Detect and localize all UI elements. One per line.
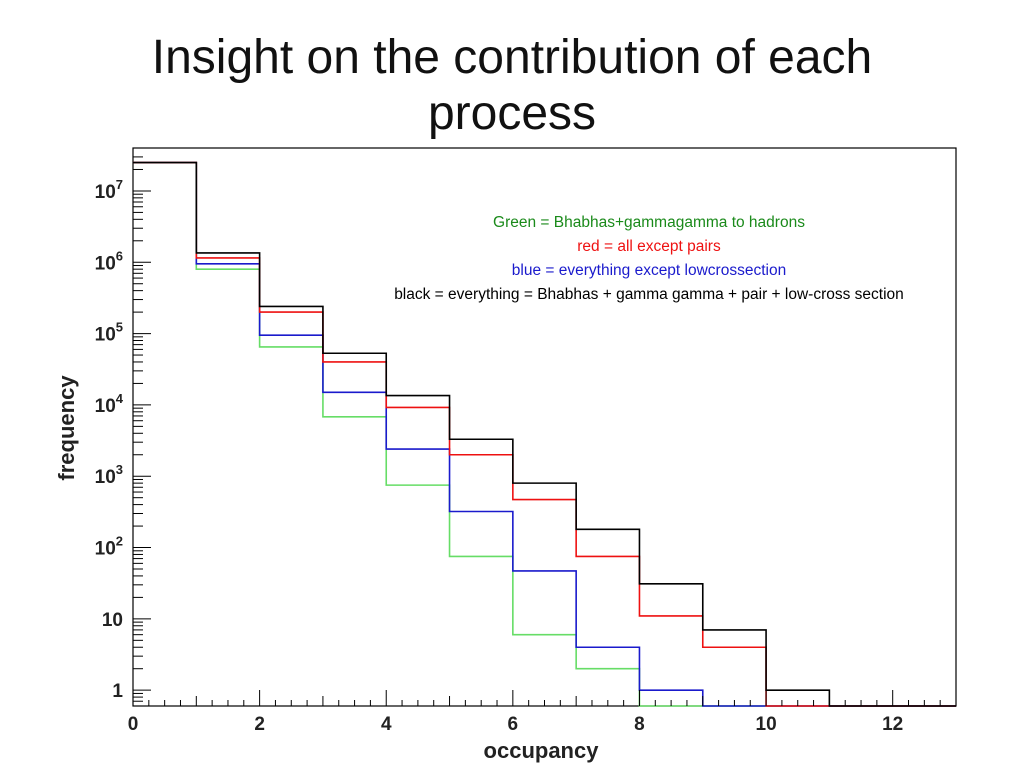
x-tick-label: 8 xyxy=(634,714,645,735)
axis-group: 0 2 4 6 8 10 12 occupancy 1 10 102 103 104 105 106 107 f… xyxy=(54,147,957,763)
y-tick-label: 10 xyxy=(102,610,123,631)
slide-title-line-1: Insight on the contribution of each xyxy=(151,31,873,84)
legend-line-1: red = all except pairs xyxy=(577,238,721,255)
slide-title-line-2: process xyxy=(427,87,597,140)
y-tick-label: 106 xyxy=(95,248,123,274)
legend-line-2: blue = everything except lowcrossection xyxy=(512,262,786,279)
x-tick-label: 12 xyxy=(882,714,903,735)
y-tick-label: 107 xyxy=(95,177,123,203)
slide-title: Insight on the contribution of each proc… xyxy=(0,30,1024,142)
legend-line-0: Green = Bhabhas+gammagamma to hadrons xyxy=(493,214,805,231)
y-tick-label: 105 xyxy=(95,320,123,346)
y-axis-label: frequency xyxy=(54,375,79,481)
plot-area-frame xyxy=(132,147,957,707)
x-tick-label: 2 xyxy=(254,714,265,735)
y-tick-label: 103 xyxy=(95,462,123,488)
y-tick-label: 104 xyxy=(95,391,124,417)
plot-frame-group xyxy=(132,147,957,707)
x-axis-label: occupancy xyxy=(484,738,600,763)
x-tick-label: 10 xyxy=(756,714,777,735)
x-tick-label: 6 xyxy=(508,714,519,735)
x-tick-label: 4 xyxy=(381,714,392,735)
y-tick-label: 102 xyxy=(95,534,123,560)
legend-line-3: black = everything = Bhabhas + gamma gam… xyxy=(394,286,904,303)
y-tick-label: 1 xyxy=(112,681,123,702)
legend-group: Green = Bhabhas+gammagamma to hadrons red… xyxy=(394,214,904,303)
x-tick-label: 0 xyxy=(128,714,139,735)
